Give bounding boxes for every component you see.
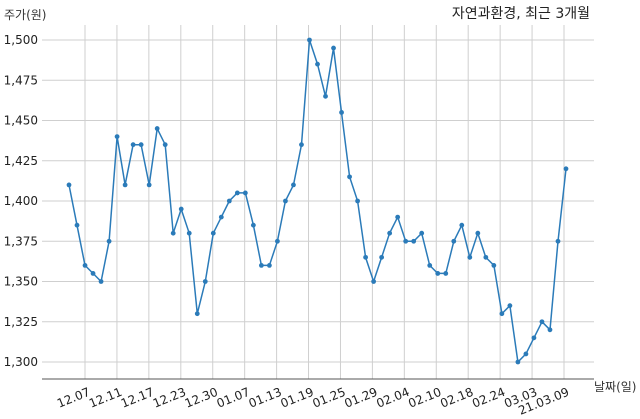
data-point bbox=[74, 222, 80, 228]
data-point bbox=[435, 271, 441, 276]
data-point bbox=[178, 206, 184, 212]
data-point bbox=[523, 351, 529, 357]
y-tick-label: 1,425 bbox=[4, 154, 38, 168]
data-point bbox=[202, 279, 208, 284]
data-point bbox=[499, 311, 505, 317]
data-point bbox=[555, 238, 561, 244]
y-tick-label: 1,400 bbox=[4, 194, 38, 208]
data-point bbox=[267, 263, 272, 268]
data-point bbox=[250, 222, 256, 228]
data-point bbox=[122, 182, 128, 188]
data-point bbox=[170, 230, 176, 236]
data-point bbox=[275, 238, 280, 244]
data-point bbox=[218, 214, 224, 220]
data-point bbox=[515, 359, 521, 365]
data-point bbox=[283, 198, 288, 204]
data-point bbox=[403, 238, 409, 244]
data-point bbox=[531, 335, 537, 341]
data-point bbox=[491, 263, 497, 268]
data-point bbox=[539, 319, 545, 325]
data-point bbox=[98, 279, 104, 284]
data-point bbox=[315, 61, 320, 67]
data-point bbox=[210, 230, 216, 236]
data-point bbox=[66, 182, 72, 188]
y-axis-title: 주가(원) bbox=[4, 8, 46, 22]
y-tick-labels: 1,300 1,325 1,350 1,375 1,400 1,425 1,450 1,475… bbox=[4, 33, 38, 369]
data-point bbox=[363, 254, 368, 260]
data-point bbox=[186, 230, 192, 236]
data-point bbox=[331, 45, 336, 51]
data-point bbox=[226, 198, 232, 204]
y-tick-label: 1,325 bbox=[4, 315, 38, 329]
data-point bbox=[114, 134, 120, 140]
data-point bbox=[106, 238, 112, 244]
x-axis-title: 날짜(일) bbox=[594, 380, 636, 394]
data-point bbox=[242, 190, 248, 196]
y-tick-label: 1,475 bbox=[4, 73, 38, 87]
data-point bbox=[339, 110, 344, 115]
data-point bbox=[451, 238, 457, 244]
data-point bbox=[563, 166, 569, 172]
data-point bbox=[443, 271, 449, 276]
data-point bbox=[411, 238, 417, 244]
data-point bbox=[90, 271, 96, 276]
y-tick-label: 1,450 bbox=[4, 114, 38, 128]
data-point bbox=[467, 254, 473, 260]
data-point bbox=[547, 327, 553, 333]
data-point bbox=[323, 93, 328, 99]
data-point bbox=[162, 142, 168, 148]
data-point bbox=[379, 254, 385, 260]
y-tick-label: 1,350 bbox=[4, 275, 38, 289]
data-point bbox=[82, 263, 88, 268]
y-tick-label: 1,500 bbox=[4, 33, 38, 47]
data-point bbox=[355, 198, 360, 204]
y-tick-label: 1,375 bbox=[4, 234, 38, 248]
data-point bbox=[146, 182, 152, 188]
series bbox=[66, 37, 569, 365]
y-tick-label: 1,300 bbox=[4, 355, 38, 369]
data-point bbox=[395, 214, 401, 220]
data-point bbox=[291, 182, 296, 188]
data-point bbox=[154, 126, 160, 131]
data-point bbox=[419, 230, 425, 236]
data-point bbox=[507, 303, 513, 309]
data-point bbox=[427, 263, 433, 268]
data-point bbox=[347, 174, 352, 180]
data-point bbox=[234, 190, 240, 196]
data-point bbox=[299, 142, 304, 148]
chart-title: 자연과환경, 최근 3개월 bbox=[452, 6, 590, 22]
data-point bbox=[307, 37, 312, 43]
data-point bbox=[194, 311, 200, 317]
grid bbox=[42, 25, 594, 379]
data-point bbox=[483, 254, 489, 260]
data-point bbox=[130, 142, 136, 148]
data-point bbox=[371, 279, 377, 284]
data-point bbox=[475, 230, 481, 236]
x-tick-labels: 12.0712.1112.1712.2312.3001.0701.1301.19… bbox=[55, 385, 571, 418]
data-point bbox=[387, 230, 393, 236]
data-point bbox=[459, 222, 465, 228]
data-point bbox=[258, 263, 264, 268]
data-point bbox=[138, 142, 144, 148]
